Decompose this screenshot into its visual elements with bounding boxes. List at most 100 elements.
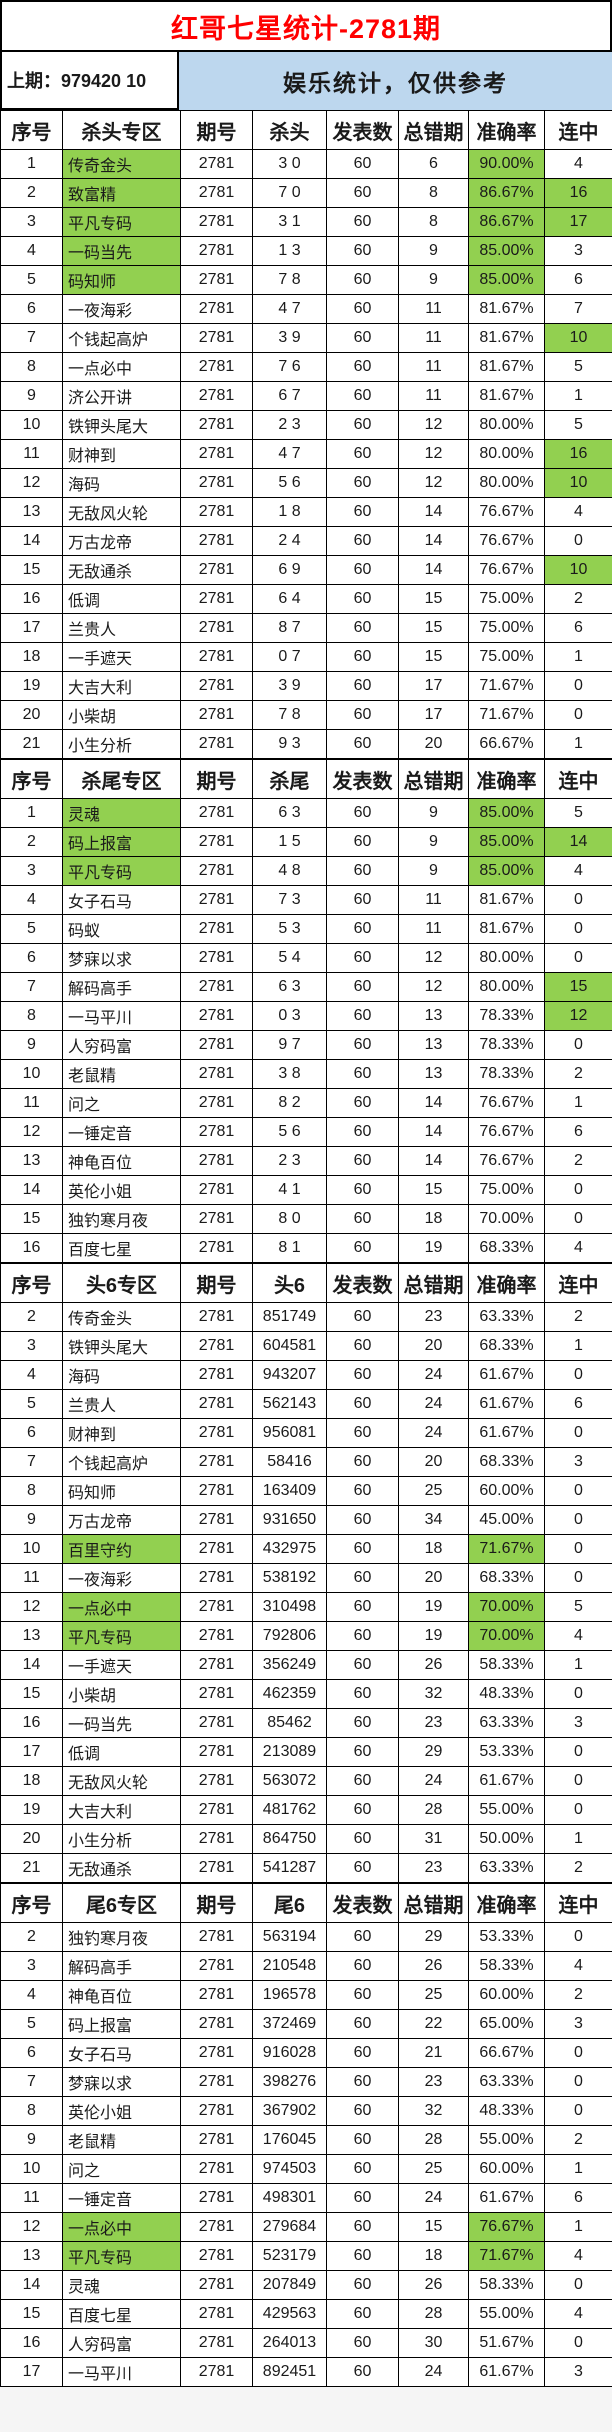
- cell-total-errors: 13: [398, 1030, 469, 1060]
- table-row: 18 无敌风火轮 2781 563072 60 24 61.67% 0: [0, 1766, 612, 1796]
- kill-head-zone-table: 序号 杀头专区 期号 杀头 发表数 总错期 准确率 连中 1 传奇金头 2781 3 …: [0, 110, 612, 759]
- cell-streak: 2: [544, 1853, 612, 1883]
- cell-index: 2: [0, 827, 63, 857]
- cell-streak: 16: [544, 178, 612, 208]
- table-row: 10 百里守约 2781 432975 60 18 71.67% 0: [0, 1534, 612, 1564]
- cell-total-errors: 8: [398, 178, 469, 208]
- cell-accuracy: 53.33%: [468, 1737, 545, 1767]
- cell-published-count: 60: [326, 671, 399, 701]
- cell-accuracy: 61.67%: [468, 1418, 545, 1448]
- cell-period: 2781: [180, 1360, 253, 1390]
- cell-published-count: 60: [326, 1117, 399, 1147]
- cell-period: 2781: [180, 555, 253, 585]
- cell-total-errors: 32: [398, 1679, 469, 1709]
- cell-published-count: 60: [326, 2183, 399, 2213]
- cell-index: 9: [0, 1030, 63, 1060]
- cell-total-errors: 23: [398, 1708, 469, 1738]
- table-row: 20 小生分析 2781 864750 60 31 50.00% 1: [0, 1824, 612, 1854]
- cell-period: 2781: [180, 2212, 253, 2242]
- cell-accuracy: 48.33%: [468, 2096, 545, 2126]
- cell-accuracy: 61.67%: [468, 1389, 545, 1419]
- cell-index: 2: [0, 1302, 63, 1332]
- cell-streak: 4: [544, 2299, 612, 2329]
- cell-total-errors: 24: [398, 2357, 469, 2387]
- cell-streak: 0: [544, 943, 612, 973]
- cell-period: 2781: [180, 1679, 253, 1709]
- table-row: 15 独钓寒月夜 2781 8 0 60 18 70.00% 0: [0, 1204, 612, 1234]
- cell-prediction-value: 3 9: [252, 323, 327, 353]
- cell-index: 18: [0, 642, 63, 672]
- col-header-index: 序号: [0, 759, 63, 799]
- cell-period: 2781: [180, 410, 253, 440]
- cell-prediction-value: 7 0: [252, 178, 327, 208]
- cell-accuracy: 81.67%: [468, 885, 545, 915]
- cell-index: 4: [0, 1980, 63, 2010]
- cell-published-count: 60: [326, 2009, 399, 2039]
- cell-published-count: 60: [326, 236, 399, 266]
- cell-streak: 0: [544, 671, 612, 701]
- cell-prediction-value: 85462: [252, 1708, 327, 1738]
- cell-total-errors: 11: [398, 352, 469, 382]
- table-header-row: 序号 尾6专区 期号 尾6 发表数 总错期 准确率 连中: [0, 1883, 612, 1923]
- cell-accuracy: 71.67%: [468, 700, 545, 730]
- cell-zone-name: 铁钾头尾大: [62, 410, 181, 440]
- cell-prediction-value: 943207: [252, 1360, 327, 1390]
- page-title: 红哥七星统计-2781期: [0, 0, 612, 52]
- cell-index: 7: [0, 2067, 63, 2097]
- cell-period: 2781: [180, 1737, 253, 1767]
- table-row: 5 码蚁 2781 5 3 60 11 81.67% 0: [0, 914, 612, 944]
- cell-total-errors: 14: [398, 1117, 469, 1147]
- head6-zone-table: 序号 头6专区 期号 头6 发表数 总错期 准确率 连中 2 传奇金头 2781 85…: [0, 1263, 612, 1883]
- table-row: 4 神龟百位 2781 196578 60 25 60.00% 2: [0, 1980, 612, 2010]
- cell-streak: 2: [544, 1302, 612, 1332]
- cell-published-count: 60: [326, 1708, 399, 1738]
- cell-streak: 0: [544, 1737, 612, 1767]
- cell-accuracy: 76.67%: [468, 1088, 545, 1118]
- cell-published-count: 60: [326, 294, 399, 324]
- cell-prediction-value: 8 1: [252, 1233, 327, 1263]
- cell-zone-name: 神龟百位: [62, 1146, 181, 1176]
- cell-period: 2781: [180, 1117, 253, 1147]
- cell-prediction-value: 4 7: [252, 294, 327, 324]
- cell-zone-name: 灵魂: [62, 798, 181, 828]
- cell-published-count: 60: [326, 914, 399, 944]
- cell-index: 13: [0, 1146, 63, 1176]
- cell-period: 2781: [180, 1824, 253, 1854]
- cell-index: 8: [0, 1001, 63, 1031]
- cell-accuracy: 61.67%: [468, 1766, 545, 1796]
- cell-prediction-value: 367902: [252, 2096, 327, 2126]
- cell-total-errors: 22: [398, 2009, 469, 2039]
- cell-accuracy: 80.00%: [468, 468, 545, 498]
- cell-total-errors: 28: [398, 1795, 469, 1825]
- cell-index: 12: [0, 1592, 63, 1622]
- cell-accuracy: 78.33%: [468, 1059, 545, 1089]
- table-row: 12 一点必中 2781 279684 60 15 76.67% 1: [0, 2212, 612, 2242]
- cell-published-count: 60: [326, 856, 399, 886]
- cell-accuracy: 50.00%: [468, 1824, 545, 1854]
- cell-index: 14: [0, 2270, 63, 2300]
- cell-zone-name: 大吉大利: [62, 1795, 181, 1825]
- cell-period: 2781: [180, 1175, 253, 1205]
- cell-period: 2781: [180, 642, 253, 672]
- cell-index: 8: [0, 2096, 63, 2126]
- cell-zone-name: 独钓寒月夜: [62, 1922, 181, 1952]
- cell-total-errors: 21: [398, 2038, 469, 2068]
- cell-prediction-value: 0 7: [252, 642, 327, 672]
- cell-streak: 1: [544, 381, 612, 411]
- cell-period: 2781: [180, 1476, 253, 1506]
- cell-accuracy: 63.33%: [468, 1302, 545, 1332]
- cell-period: 2781: [180, 2299, 253, 2329]
- cell-prediction-value: 563194: [252, 1922, 327, 1952]
- cell-total-errors: 12: [398, 972, 469, 1002]
- table-row: 4 女子石马 2781 7 3 60 11 81.67% 0: [0, 885, 612, 915]
- cell-prediction-value: 264013: [252, 2328, 327, 2358]
- cell-zone-name: 百度七星: [62, 1233, 181, 1263]
- cell-zone-name: 平凡专码: [62, 2241, 181, 2271]
- table-row: 9 济公开讲 2781 6 7 60 11 81.67% 1: [0, 381, 612, 411]
- cell-total-errors: 23: [398, 2067, 469, 2097]
- col-header-period: 期号: [180, 1883, 253, 1923]
- cell-period: 2781: [180, 2154, 253, 2184]
- cell-total-errors: 14: [398, 555, 469, 585]
- cell-prediction-value: 6 4: [252, 584, 327, 614]
